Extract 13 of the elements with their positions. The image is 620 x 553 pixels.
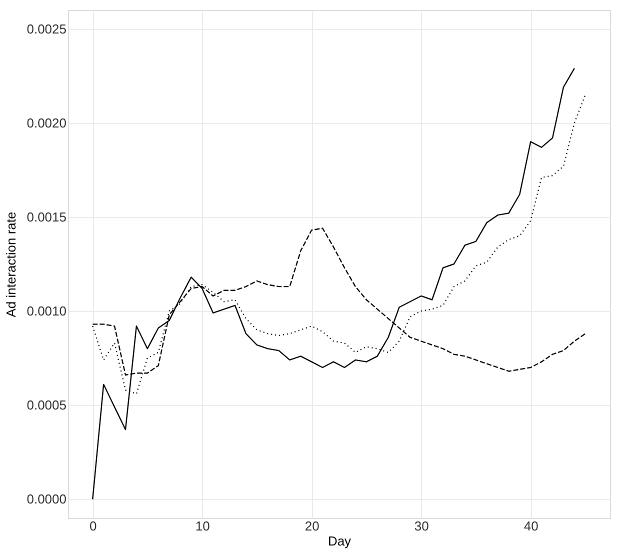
y-tick-label: 0.0005 <box>26 398 66 413</box>
y-tick-label: 0.0020 <box>26 115 66 130</box>
x-tick-label: 10 <box>195 518 210 534</box>
y-tick-label: 0.0025 <box>26 21 66 36</box>
x-tick-label: 0 <box>90 518 97 534</box>
x-tick-label: 20 <box>304 518 320 534</box>
y-tick-label: 0.0015 <box>26 209 66 224</box>
y-tick-label: 0.0000 <box>26 492 66 507</box>
y-tick-label: 0.0010 <box>26 304 66 319</box>
x-tick-label: 40 <box>524 518 538 534</box>
x-tick-label: 30 <box>414 518 429 534</box>
y-axis-title: Ad interaction rate <box>4 212 19 318</box>
x-axis-title: Day <box>328 534 352 548</box>
